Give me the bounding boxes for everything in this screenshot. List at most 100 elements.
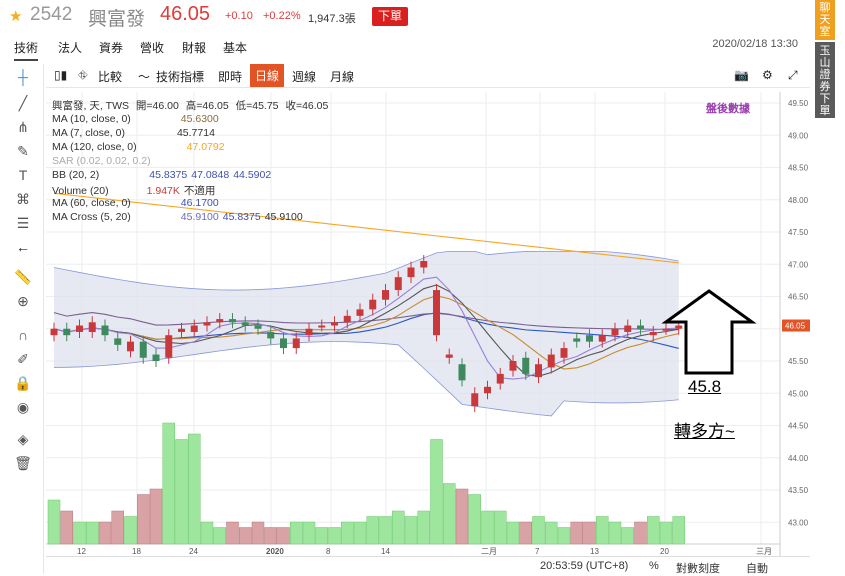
candle-body — [496, 373, 504, 384]
stock-name: 興富發 — [88, 9, 146, 30]
price-tick: 45.00 — [788, 389, 809, 398]
indicator-icon[interactable]: 〜 — [138, 70, 151, 84]
volume-bar — [175, 439, 188, 545]
candle-body — [369, 299, 377, 310]
date-tick: 13 — [590, 547, 599, 556]
volume-bar — [341, 521, 354, 545]
auto-scale-toggle[interactable]: 自動 — [746, 563, 768, 575]
date-tick: 三月 — [756, 547, 772, 556]
candle-body — [356, 309, 364, 316]
candle-body — [280, 338, 287, 349]
fib-icon[interactable]: ☰ — [16, 215, 30, 231]
legend-ma120: MA (120, close, 0) 47.0792 — [52, 141, 225, 153]
date-tick: 2020 — [266, 547, 284, 556]
volume-bar — [366, 516, 379, 545]
compare-button[interactable]: 比較 — [98, 70, 123, 84]
price-tick: 47.50 — [788, 228, 809, 237]
status-bar: 20:53:59 (UTC+8) % 對數刻度 自動 — [46, 556, 810, 575]
candle-body — [458, 364, 466, 381]
fullscreen-icon[interactable]: ⤢ — [788, 68, 798, 82]
candle-type-icon[interactable]: ▯▮ — [54, 68, 68, 82]
volume-bar — [608, 521, 622, 545]
volume-bar — [124, 516, 137, 545]
price-tick: 44.00 — [788, 454, 809, 463]
indicators-button[interactable]: 技術指標 — [156, 70, 205, 84]
candle-body — [50, 328, 58, 336]
volume-bar — [73, 521, 86, 545]
tab-financials[interactable]: 財報 — [182, 41, 207, 55]
volume-bar — [481, 510, 494, 545]
crosshair-icon[interactable]: ┼ — [18, 69, 28, 85]
brush-icon[interactable]: ✎ — [17, 143, 29, 159]
candle-body — [560, 348, 568, 358]
pencil-lock-icon[interactable]: ✐ — [17, 351, 29, 367]
volume-bar — [328, 527, 341, 545]
price-tick: 45.50 — [788, 357, 809, 366]
text-icon[interactable]: T — [18, 167, 28, 183]
volume-bar — [417, 510, 430, 545]
camera-icon[interactable]: 📷 — [734, 68, 749, 82]
volume-bar — [557, 527, 571, 545]
trash-icon[interactable]: 🗑 — [14, 455, 32, 471]
volume-bar — [188, 433, 201, 545]
back-arrow-icon[interactable]: ← — [16, 239, 30, 255]
price-chart[interactable]: 49.50 49.00 48.50 48.00 47.50 47.00 46.50 45.50… — [46, 92, 810, 574]
broker-order-button[interactable]: 玉山證券下單 — [815, 42, 835, 118]
legend-main: 興富發, 天, TWS 開=46.00 高=46.05 低=45.75 收=46… — [52, 98, 328, 113]
volume-bar — [596, 516, 609, 545]
daily-button[interactable]: 日線 — [250, 64, 285, 87]
log-scale-toggle[interactable]: 對數刻度 — [676, 563, 720, 575]
volume-bar — [506, 521, 520, 545]
gear-icon[interactable]: ⚙ — [762, 68, 773, 82]
price-tick: 47.00 — [788, 260, 809, 269]
intraday-button[interactable]: 即時 — [218, 70, 243, 84]
pitchfork-icon[interactable]: ⋔ — [17, 119, 29, 135]
candle-body — [139, 341, 147, 358]
ruler-icon[interactable]: 📏 — [14, 269, 32, 285]
order-button[interactable]: 下單 — [372, 7, 408, 26]
candle-body — [624, 325, 632, 332]
annotation-value: 45.8 — [688, 377, 722, 396]
volume-bar — [494, 510, 507, 545]
tab-institutional[interactable]: 法人 — [58, 41, 83, 55]
ma5-line — [53, 276, 679, 380]
tab-technical[interactable]: 技術 — [14, 39, 39, 61]
pattern-icon[interactable]: ⌘ — [16, 191, 30, 207]
percent-toggle[interactable]: % — [649, 560, 659, 572]
tab-basic[interactable]: 基本 — [223, 41, 248, 55]
volume-bar — [98, 521, 112, 545]
favorite-star-icon[interactable]: ★ — [9, 8, 23, 25]
candle-body — [101, 325, 109, 336]
price-tag — [782, 319, 810, 332]
candle-body — [76, 325, 83, 332]
layers-icon[interactable]: ◈ — [17, 431, 29, 447]
weekly-button[interactable]: 週線 — [292, 70, 317, 84]
candle-body — [433, 290, 440, 336]
candle-body — [254, 325, 262, 329]
chatroom-button[interactable]: 聊天室 — [815, 0, 835, 40]
zoom-icon[interactable]: ⊕ — [17, 293, 29, 309]
volume-bar — [455, 488, 469, 545]
ma10-line — [53, 295, 679, 370]
compare-icon[interactable]: ⛗ — [78, 68, 88, 82]
monthly-button[interactable]: 月線 — [330, 70, 355, 84]
candle-body — [241, 322, 249, 326]
volume-bar — [149, 488, 163, 545]
stock-price: 46.05 — [160, 3, 211, 25]
price-tick: 49.00 — [788, 131, 809, 140]
lock-icon[interactable]: 🔒 — [14, 375, 32, 391]
candle-body — [535, 364, 542, 378]
tab-revenue[interactable]: 營收 — [140, 41, 165, 55]
tab-margin[interactable]: 資券 — [99, 41, 124, 55]
price-change: +0.10 — [225, 10, 253, 22]
price-tick: 48.50 — [788, 164, 809, 173]
volume-bar — [251, 521, 265, 545]
eye-icon[interactable]: ◉ — [16, 399, 30, 415]
volume-bar — [162, 422, 175, 545]
trendline-icon[interactable]: ╱ — [18, 95, 28, 111]
chart-canvas: 49.50 49.00 48.50 48.00 47.50 47.00 46.50 45.50… — [46, 92, 810, 556]
after-hours-label[interactable]: 盤後數據 — [706, 103, 750, 115]
legend-bb: BB (20, 2) 45.8375 47.0848 44.5902 — [52, 169, 272, 181]
magnet-icon[interactable]: ∩ — [17, 327, 29, 343]
volume-bar — [647, 516, 660, 545]
